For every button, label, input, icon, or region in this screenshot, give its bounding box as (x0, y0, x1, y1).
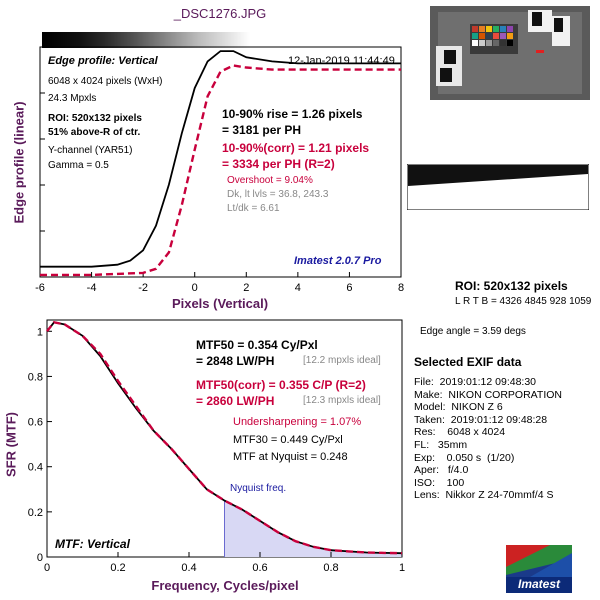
top-y-axis-label: Edge profile (linear) (11, 101, 27, 224)
image-mpxls: 24.3 Mpxls (48, 93, 97, 104)
mtf-x-tick-label: 0.4 (181, 562, 196, 574)
exif-line: Res: 6048 x 4024 (414, 426, 506, 439)
mtf-x-tick-label: 0.8 (323, 562, 338, 574)
mtf-y-tick-label: 1 (37, 326, 43, 338)
edge-plot-frame (39, 46, 402, 278)
edge-x-tick-label: 4 (295, 282, 301, 294)
overshoot-text: Overshoot = 9.04% (227, 175, 313, 186)
levels-text: Dk, lt lvls = 36.8, 243.3 (227, 189, 329, 200)
mtf-y-tick-label: 0.6 (28, 417, 43, 429)
nyquist-area (224, 500, 402, 557)
mtf-series-line-2 (46, 320, 403, 555)
rise-text-1: 10-90% rise = 1.26 pixels (222, 107, 363, 121)
top-x-axis-label: Pixels (Vertical) (171, 296, 269, 311)
bottom-x-axis-label: Frequency, Cycles/pixel (151, 578, 299, 593)
mtf50-text-1: MTF50 = 0.354 Cy/Pxl (196, 338, 318, 352)
edge-x-tick-label: -2 (138, 282, 148, 294)
mtf-x-tick-label: 1 (399, 562, 405, 574)
nyquist-label: Nyquist freq. (230, 483, 287, 494)
edge-x-tick-label: 8 (398, 282, 404, 294)
file-title: _DSC1276.JPG (173, 6, 267, 21)
mtf50corr-ideal: [12.3 mpxls ideal] (303, 395, 381, 406)
mtf-nyquist-text: MTF at Nyquist = 0.248 (233, 451, 348, 463)
mtf50corr-text-1: MTF50(corr) = 0.355 C/P (R=2) (196, 378, 366, 392)
edge-x-tick-label: 2 (243, 282, 249, 294)
above-r-info: 51% above-R of ctr. (48, 127, 141, 138)
exif-line: File: 2019:01:12 09:48:30 (414, 376, 537, 388)
corr-rise-text-1: 10-90%(corr) = 1.21 pixels (222, 141, 370, 155)
edge-series-line-2 (40, 64, 401, 277)
edge-angle: Edge angle = 3.59 degs (420, 326, 526, 337)
mtf-y-tick-label: 0.4 (28, 462, 43, 474)
exif-line: Model: NIKON Z 6 (414, 401, 503, 414)
mtf-heading: MTF: Vertical (55, 537, 130, 551)
roi-lrtb: L R T B = 4326 4845 928 1059 (455, 296, 592, 307)
exif-line: ISO: 100 (414, 476, 465, 489)
edge-x-tick-label: 6 (346, 282, 352, 294)
gamma-info: Gamma = 0.5 (48, 160, 109, 171)
rise-text-2: = 3181 per PH (222, 123, 302, 137)
edge-x-tick-label: -4 (87, 282, 97, 294)
bottom-y-axis-label: SFR (MTF) (3, 412, 19, 477)
exif-line: Exp: 0.050 s (1/20) (414, 451, 515, 464)
mtf-x-tick-label: 0.6 (252, 562, 267, 574)
edge-x-tick-label: 0 (192, 282, 198, 294)
exif-list: File: 2019:01:12 09:48:30 Make: NIKON CO… (414, 376, 562, 502)
mtf50-text-2: = 2848 LW/PH (196, 354, 275, 368)
edge-gradient-strip (42, 32, 250, 48)
roi-edge-crop (407, 164, 589, 210)
mtf-y-tick-label: 0.2 (28, 507, 43, 519)
image-dims: 6048 x 4024 pixels (WxH) (48, 76, 163, 87)
imatest-logo-text: Imatest (517, 577, 561, 591)
ltdk-text: Lt/dk = 6.61 (227, 203, 280, 214)
undersharpening-text: Undersharpening = 1.07% (233, 416, 362, 428)
mtf50corr-text-2: = 2860 LW/PH (196, 394, 275, 408)
mtf30-text: MTF30 = 0.449 Cy/Pxl (233, 434, 343, 446)
mtf-x-tick-label: 0 (44, 562, 50, 574)
imatest-logo-graphic (506, 545, 572, 593)
imatest-version: Imatest 2.0.7 Pro (294, 255, 382, 267)
channel-info: Y-channel (YAR51) (48, 145, 133, 156)
roi-title: ROI: 520x132 pixels (455, 279, 568, 293)
timestamp: 12-Jan-2019 11:44:49 (288, 55, 395, 67)
roi-thumbnail (430, 6, 590, 100)
exif-line: FL: 35mm (414, 438, 468, 451)
mtf-y-tick-label: 0 (37, 552, 43, 564)
corr-rise-text-2: = 3334 per PH (R=2) (222, 157, 335, 171)
edge-x-tick-label: -6 (35, 282, 45, 294)
exif-line: Taken: 2019:01:12 09:48:28 (414, 413, 548, 426)
imatest-logo: Imatest (506, 545, 572, 593)
roi-info: ROI: 520x132 pixels (48, 113, 142, 124)
mtf50-ideal: [12.2 mpxls ideal] (303, 355, 381, 366)
mtf-x-tick-label: 0.2 (110, 562, 125, 574)
mtf-y-tick-label: 0.8 (28, 371, 43, 383)
edge-series-line-1 (40, 50, 401, 268)
edge-profile-heading: Edge profile: Vertical (48, 55, 158, 67)
exif-line: Lens: Nikkor Z 24-70mmf/4 S (414, 489, 554, 502)
exif-title: Selected EXIF data (414, 355, 522, 369)
exif-line: Aper: f/4.0 (414, 464, 469, 477)
exif-line: Make: NIKON CORPORATION (414, 388, 562, 401)
